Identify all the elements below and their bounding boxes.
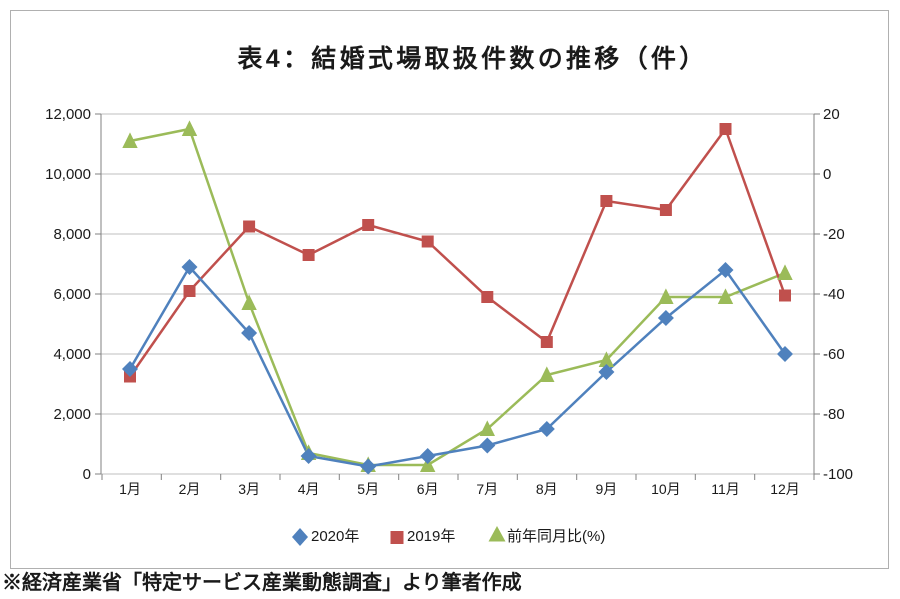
svg-text:2020年: 2020年	[311, 528, 359, 545]
svg-text:8,000: 8,000	[53, 226, 91, 243]
svg-text:0: 0	[823, 166, 831, 183]
svg-text:5月: 5月	[357, 481, 379, 497]
svg-text:4,000: 4,000	[53, 346, 91, 363]
svg-text:6月: 6月	[417, 481, 439, 497]
svg-text:10,000: 10,000	[45, 166, 91, 183]
svg-text:-40: -40	[823, 286, 845, 303]
svg-text:-80: -80	[823, 406, 845, 423]
svg-text:12月: 12月	[770, 481, 800, 497]
svg-text:8月: 8月	[536, 481, 558, 497]
svg-text:-100: -100	[823, 466, 853, 483]
svg-text:1月: 1月	[119, 481, 141, 497]
svg-text:前年同月比(%): 前年同月比(%)	[507, 528, 605, 545]
svg-text:-20: -20	[823, 226, 845, 243]
svg-text:11月: 11月	[711, 481, 740, 497]
svg-text:0: 0	[83, 466, 91, 483]
svg-text:3月: 3月	[238, 481, 260, 497]
svg-text:20: 20	[823, 106, 840, 123]
svg-text:6,000: 6,000	[53, 286, 91, 303]
svg-text:2,000: 2,000	[53, 406, 91, 423]
svg-text:10月: 10月	[651, 481, 681, 497]
svg-text:2019年: 2019年	[407, 528, 455, 545]
svg-text:4月: 4月	[298, 481, 320, 497]
svg-text:2月: 2月	[179, 481, 201, 497]
svg-text:9月: 9月	[596, 481, 618, 497]
svg-text:12,000: 12,000	[45, 106, 91, 123]
svg-text:-60: -60	[823, 346, 845, 363]
svg-text:7月: 7月	[476, 481, 498, 497]
